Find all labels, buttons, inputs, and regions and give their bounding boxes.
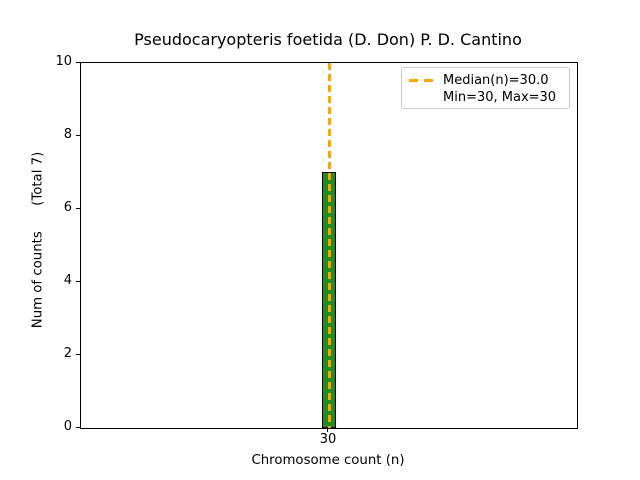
x-tick-label-30: 30: [319, 432, 337, 447]
y-tick-mark: [76, 354, 80, 355]
y-tick-label-8: 8: [63, 127, 72, 142]
y-tick-label-4: 4: [63, 273, 72, 288]
legend-entry-minmax: Min=30, Max=30: [409, 89, 562, 106]
x-tick-mark: [327, 428, 328, 432]
y-tick-mark: [76, 281, 80, 282]
y-tick-label-10: 10: [55, 54, 72, 69]
y-tick-mark: [76, 135, 80, 136]
y-tick-mark: [76, 62, 80, 63]
y-axis-label: Num of counts (Total 7): [30, 151, 46, 329]
legend-minmax-label: Min=30, Max=30: [443, 90, 557, 105]
y-tick-mark: [76, 427, 80, 428]
legend-median-label: Median(n)=30.0: [443, 73, 549, 88]
chart-title: Pseudocaryopteris foetida (D. Don) P. D.…: [134, 30, 522, 49]
plot-area: Median(n)=30.0 Min=30, Max=30: [80, 62, 578, 429]
median-line-sample-icon: [409, 79, 433, 82]
legend-entry-median: Median(n)=30.0: [409, 72, 562, 89]
y-tick-label-0: 0: [63, 419, 72, 434]
y-tick-mark: [76, 208, 80, 209]
median-dashed-line: [327, 63, 331, 428]
y-tick-label-6: 6: [63, 200, 72, 215]
y-tick-label-2: 2: [63, 346, 72, 361]
x-axis-label: Chromosome count (n): [251, 453, 405, 468]
legend-box: Median(n)=30.0 Min=30, Max=30: [401, 67, 570, 109]
